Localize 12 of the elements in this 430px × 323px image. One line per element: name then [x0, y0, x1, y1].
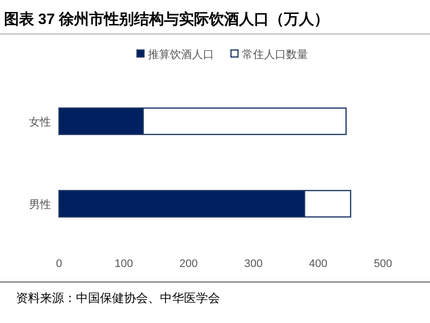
legend-label: 常住人口数量 — [242, 48, 308, 61]
x-tick-label: 200 — [179, 258, 198, 270]
x-tick-label: 100 — [114, 258, 133, 270]
x-tick-label: 400 — [309, 258, 328, 270]
text: 资料来源：中国保健协会、中华医学会 — [16, 291, 220, 305]
y-tick-label: 女性 — [29, 116, 51, 128]
legend-label: 推算饮酒人口 — [148, 48, 214, 61]
x-tick-label: 300 — [244, 258, 263, 270]
y-tick-label: 男性 — [29, 198, 51, 211]
x-tick-label: 500 — [374, 258, 392, 270]
x-tick-label: 0 — [56, 258, 62, 270]
title: 图表 37 徐州市性别结构与实际饮酒人口（万人） — [4, 11, 330, 28]
